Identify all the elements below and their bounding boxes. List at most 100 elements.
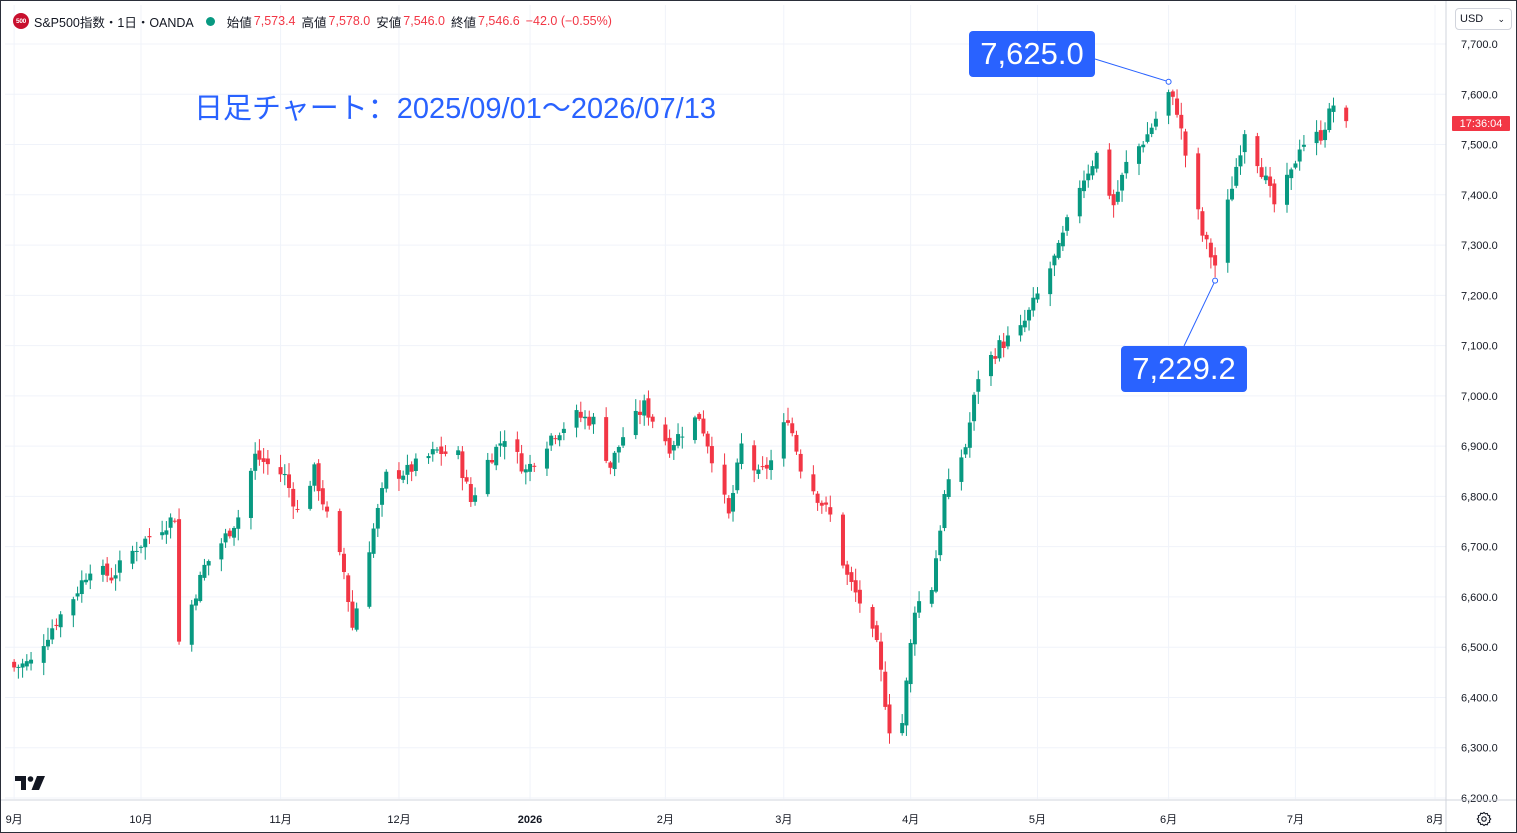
candle-body [1301, 144, 1306, 147]
candle-body [265, 458, 270, 465]
candle-body [413, 458, 418, 471]
candle-body [845, 564, 850, 575]
candle-body [701, 418, 706, 434]
candle-body [549, 435, 554, 446]
candle-body [705, 433, 710, 447]
low-callout[interactable]: 7,229.2 [1121, 346, 1247, 392]
sp500-logo-icon: 500 [13, 13, 29, 29]
candle-body [874, 625, 879, 641]
candle-body [752, 445, 757, 471]
candle-body [1204, 234, 1209, 240]
candle-body [1086, 173, 1091, 181]
candle-body [735, 462, 740, 491]
candle-body [1124, 161, 1129, 174]
x-tick-label: 2026 [518, 814, 542, 826]
candle-body [1344, 107, 1349, 122]
candle-body [946, 479, 951, 497]
candle-body [117, 560, 122, 573]
symbol-name[interactable]: S&P500指数・1日・OANDA [34, 15, 194, 30]
candle-body [1196, 153, 1201, 210]
candle-body [58, 614, 63, 628]
chart-title: 日足チャート：2025/09/01〜2026/07/13 [194, 93, 716, 125]
candle-body [1255, 136, 1260, 167]
candle-body [523, 469, 528, 473]
candle-body [1090, 166, 1095, 176]
candle-body [879, 641, 884, 670]
y-tick-label: 7,300.0 [1461, 240, 1498, 252]
candle-body [1120, 174, 1125, 191]
candles [12, 89, 1349, 744]
last-price-timer: 17:36:04 [1452, 116, 1510, 131]
candle-body [29, 659, 34, 664]
candle-body [587, 416, 592, 426]
x-tick-label: 8月 [1426, 814, 1443, 826]
candle-body [663, 424, 668, 442]
candle-body [887, 704, 892, 734]
candle-body [1056, 242, 1061, 258]
candle-body [278, 467, 283, 475]
candle-body [1005, 335, 1010, 347]
x-tick-label: 6月 [1160, 814, 1177, 826]
candle-body [1331, 105, 1336, 112]
candle-body [1225, 199, 1230, 263]
candle-body [756, 469, 761, 474]
candle-body [1166, 92, 1171, 116]
candle-body [1115, 191, 1120, 202]
candle-body [468, 484, 473, 502]
y-tick-label: 6,400.0 [1461, 692, 1498, 704]
candle-body [1052, 255, 1057, 266]
candle-body [350, 601, 355, 628]
candle-body [676, 434, 681, 446]
x-tick-label: 7月 [1287, 814, 1304, 826]
high-callout[interactable]: 7,625.0 [969, 31, 1095, 77]
tradingview-logo-icon[interactable] [15, 775, 47, 791]
y-tick-label: 6,800.0 [1461, 491, 1498, 503]
low-point-marker [1212, 277, 1219, 284]
candle-body [616, 446, 621, 453]
candle-body [1293, 163, 1298, 168]
candle-body [967, 422, 972, 448]
y-tick-label: 7,400.0 [1461, 190, 1498, 202]
candle-body [1077, 187, 1082, 217]
market-status-icon [205, 16, 215, 26]
candle-body [824, 502, 829, 505]
x-tick-label: 10月 [129, 814, 152, 826]
candle-body [494, 446, 499, 466]
candle-body [371, 528, 376, 554]
candle-body [769, 460, 774, 471]
candle-body [291, 488, 296, 507]
candle-body [1230, 188, 1235, 200]
candle-body [172, 520, 177, 522]
candle-body [900, 723, 905, 734]
candle-body [45, 639, 50, 647]
candle-body [134, 550, 139, 552]
candle-body [198, 574, 203, 602]
candle-body [1179, 114, 1184, 129]
candle-body [295, 508, 300, 510]
candle-body [726, 498, 731, 514]
candle-body [637, 411, 642, 415]
candle-body [396, 470, 401, 479]
candle-body [320, 488, 325, 505]
symbol-legend: 500 S&P500指数・1日・OANDA 始値 7,573.4 高値 7,57… [13, 12, 612, 30]
gear-icon[interactable] [1476, 811, 1492, 827]
candle-body [227, 530, 232, 537]
candle-body [177, 519, 182, 642]
candle-body [79, 580, 84, 595]
candle-body [642, 400, 647, 416]
currency-selector[interactable]: USD ⌄ [1455, 8, 1512, 30]
candle-body [1318, 130, 1323, 141]
candle-body [168, 517, 173, 528]
candle-body [857, 589, 862, 604]
candle-body [760, 466, 765, 468]
candle-body [367, 552, 372, 607]
candle-body [1268, 176, 1273, 186]
candle-body [561, 428, 566, 433]
candle-body [604, 417, 609, 461]
candle-body [1234, 166, 1239, 186]
candle-body [316, 463, 321, 492]
candle-body [1297, 149, 1302, 162]
low-label: 安値 [376, 15, 402, 30]
candle-body [341, 553, 346, 573]
